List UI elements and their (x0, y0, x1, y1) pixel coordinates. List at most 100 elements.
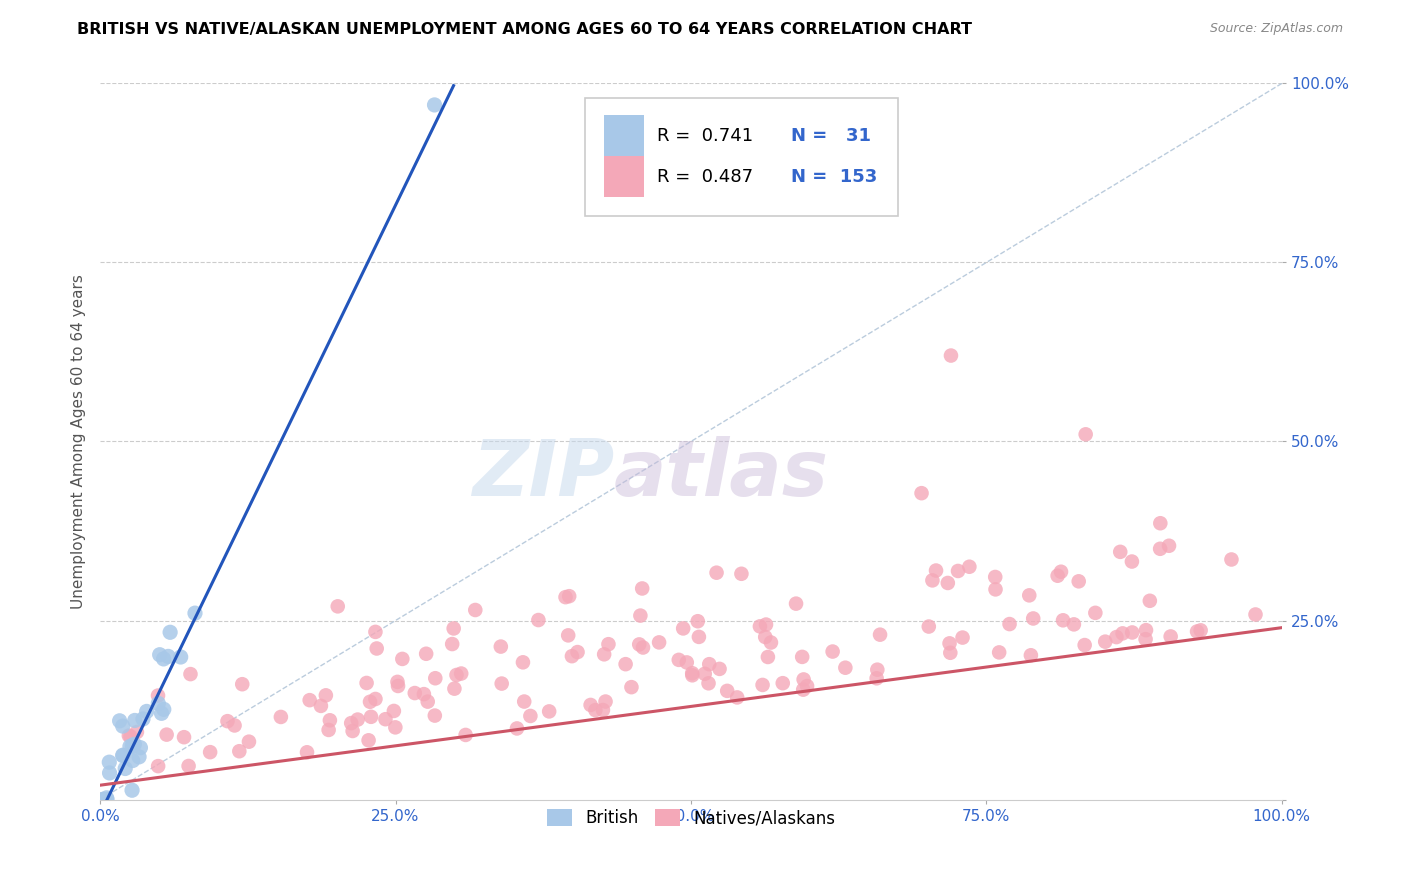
Point (706, 566, 728, 580)
Point (118, 729, 141, 743)
Point (675, 656, 697, 670)
Legend: British, Natives/Alaskans: British, Natives/Alaskans (540, 803, 842, 834)
Point (793, 673, 815, 687)
Point (382, 704, 405, 718)
Point (796, 679, 818, 693)
Point (416, 695, 439, 709)
Point (491, 676, 513, 690)
Point (946, 564, 969, 578)
Point (318, 723, 340, 737)
Text: ZIP: ZIP (472, 435, 614, 512)
Point (567, 645, 589, 659)
Point (443, 622, 465, 636)
Point (346, 713, 368, 727)
Point (792, 682, 814, 697)
Point (1063, 617, 1085, 632)
Point (319, 713, 342, 727)
Point (224, 718, 246, 732)
Point (157, 649, 180, 664)
Point (1160, 630, 1182, 644)
Point (672, 622, 695, 636)
Point (128, 749, 150, 764)
Point (866, 663, 889, 677)
Point (709, 662, 731, 676)
Point (108, 714, 131, 728)
Point (1185, 624, 1208, 639)
Point (821, 644, 844, 658)
Point (921, 574, 943, 588)
Point (984, 582, 1007, 597)
Point (326, 599, 349, 614)
Point (357, 733, 380, 747)
Point (1084, 606, 1107, 620)
Point (716, 684, 738, 698)
Point (668, 653, 690, 667)
Point (1157, 539, 1180, 553)
Point (111, 748, 134, 763)
Point (231, 677, 253, 691)
Text: N =  153: N = 153 (792, 168, 877, 186)
Point (391, 652, 413, 666)
Point (423, 98, 446, 112)
Point (96, 790, 118, 805)
Text: atlas: atlas (614, 435, 830, 512)
Point (404, 686, 426, 700)
Point (315, 689, 337, 703)
Point (952, 631, 974, 645)
Point (865, 671, 887, 685)
Point (910, 486, 932, 500)
Point (129, 740, 152, 755)
Point (1105, 630, 1128, 644)
Point (149, 648, 172, 662)
Point (425, 671, 447, 685)
Point (513, 694, 536, 708)
Point (120, 730, 142, 744)
Point (593, 648, 616, 662)
Point (228, 744, 250, 758)
Point (681, 666, 703, 681)
Point (772, 676, 794, 690)
Point (443, 681, 465, 696)
Point (595, 694, 617, 708)
Point (364, 624, 387, 639)
Point (177, 759, 200, 773)
Point (359, 695, 381, 709)
Point (342, 723, 364, 738)
Text: BRITISH VS NATIVE/ALASKAN UNEMPLOYMENT AMONG AGES 60 TO 64 YEARS CORRELATION CHA: BRITISH VS NATIVE/ALASKAN UNEMPLOYMENT A… (77, 22, 973, 37)
Point (1050, 565, 1073, 579)
Point (648, 635, 671, 649)
Point (170, 650, 193, 665)
Point (725, 690, 748, 705)
Point (998, 617, 1021, 632)
Point (631, 582, 654, 596)
Point (295, 745, 318, 759)
Point (693, 666, 716, 681)
Point (620, 680, 643, 694)
Point (146, 759, 169, 773)
Point (360, 710, 382, 724)
Point (1111, 626, 1133, 640)
Point (1046, 568, 1069, 582)
Point (755, 617, 778, 632)
Point (173, 730, 195, 744)
Point (628, 637, 651, 651)
Point (340, 716, 363, 731)
Point (1149, 516, 1171, 531)
Point (98, 766, 121, 780)
Point (527, 613, 550, 627)
Point (1052, 613, 1074, 627)
Point (238, 734, 260, 748)
Point (146, 689, 169, 703)
Point (150, 706, 173, 721)
Point (111, 719, 134, 733)
Point (579, 698, 602, 712)
Point (628, 608, 651, 623)
Point (558, 589, 581, 603)
Point (384, 720, 406, 734)
Point (121, 783, 143, 797)
Point (121, 754, 143, 768)
Point (1094, 634, 1116, 648)
Point (1139, 594, 1161, 608)
FancyBboxPatch shape (603, 156, 644, 197)
Point (132, 712, 155, 726)
